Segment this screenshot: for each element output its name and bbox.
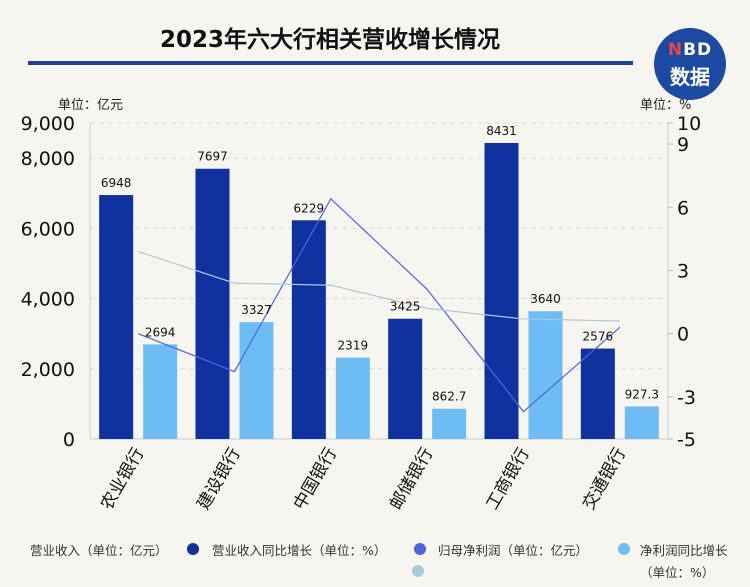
legend-marker-net-profit-growth (412, 563, 424, 578)
bar-value-label: 2576 (583, 330, 614, 344)
legend-marker-revenue (187, 541, 199, 556)
bar-value-label: 6948 (101, 176, 132, 190)
legend-item-revenue[interactable]: 营业收入（单位：亿元） (30, 540, 168, 559)
right-tick-label: 0 (677, 324, 689, 346)
left-tick-label: 4,000 (21, 289, 75, 311)
left-tick-label: 6,000 (21, 218, 75, 240)
left-tick-label: 8,000 (21, 148, 75, 170)
bar-value-label: 7697 (197, 150, 228, 164)
bar-value-label: 2319 (338, 339, 369, 353)
left-tick-label: 2,000 (21, 359, 75, 381)
category-labels: 农业银行 建设银行 中国银行 邮储银行 工商银行 交通银行 (97, 445, 630, 514)
bar-value-label: 862.7 (432, 390, 466, 404)
bar-value-label: 8431 (486, 124, 517, 138)
right-tick-label: -5 (677, 429, 696, 451)
bar-value-label: 6229 (294, 201, 325, 215)
right-y-axis: -5 -3 0 3 6 910 (667, 113, 701, 451)
net-profit-bar (624, 406, 659, 439)
bar-value-label: 927.3 (625, 387, 659, 401)
logo-top: NBD (667, 40, 713, 60)
category-label: 建设银行 (194, 445, 245, 514)
bars (99, 142, 659, 440)
legend-label: 净利润同比增长（单位：%） (640, 543, 728, 580)
bar-value-label: 3327 (241, 303, 272, 317)
legend-label: 归母净利润（单位：亿元） (438, 543, 589, 558)
left-axis-unit: 单位：亿元 (58, 98, 124, 113)
lines (137, 197, 621, 413)
right-tick-label: -3 (677, 387, 696, 409)
revenue-bar (484, 142, 519, 440)
chart-title: 2023年六大行相关营收增长情况 (159, 27, 500, 53)
revenue-bar (195, 168, 230, 440)
category-label: 交通银行 (579, 445, 630, 514)
revenue-bar (99, 195, 134, 439)
bar-value-label: 2694 (145, 325, 176, 339)
left-tick-label: 9,000 (21, 113, 75, 135)
net-profit-bar (335, 357, 370, 439)
net-profit-bar (432, 408, 467, 439)
logo-bottom: 数据 (670, 65, 710, 89)
revenue-bar (388, 318, 423, 439)
right-axis-unit: 单位：% (640, 98, 692, 113)
legend-item-revenue-growth[interactable]: 营业收入同比增长（单位：%） (212, 540, 386, 559)
right-tick-label: 6 (677, 197, 689, 219)
value-labels: 6948 2694 7697 3327 6229 2319 3425 862.7 8431 364… (101, 124, 659, 404)
nbd-logo: NBD 数据 (654, 28, 726, 100)
category-label: 工商银行 (483, 445, 534, 514)
legend-label: 营业收入同比增长（单位：%） (212, 543, 387, 558)
gridlines (90, 122, 668, 370)
legend-marker-revenue-growth (414, 541, 426, 556)
revenue-growth-line (137, 197, 621, 413)
combo-chart: 0 2,000 4,000 6,000 8,000 9,000 -5 -3 0 3 6 910 69… (21, 113, 702, 514)
net-profit-bar (528, 311, 563, 439)
category-label: 邮储银行 (386, 445, 437, 514)
bar-value-label: 3640 (530, 292, 561, 306)
category-label: 农业银行 (97, 445, 148, 514)
left-y-axis: 0 2,000 4,000 6,000 8,000 9,000 (21, 113, 668, 451)
category-label: 中国银行 (290, 445, 341, 514)
net-profit-bar (239, 322, 274, 439)
revenue-bar (580, 348, 615, 439)
net-profit-bar (143, 344, 178, 439)
legend-item-net-profit[interactable]: 归母净利润（单位：亿元） (438, 540, 588, 559)
right-tick-label: 3 (677, 260, 689, 282)
legend-marker-net-profit (618, 541, 630, 556)
right-tick-label: 9 (677, 134, 689, 156)
bar-value-label: 3425 (390, 300, 421, 314)
revenue-bar (291, 220, 326, 439)
title-rule (28, 61, 633, 65)
left-tick-label: 0 (63, 429, 75, 451)
legend-label: 营业收入（单位：亿元） (30, 543, 168, 558)
net-profit-growth-line (137, 250, 620, 322)
right-tick-label: 10 (677, 113, 701, 135)
legend-item-net-profit-growth[interactable]: 净利润同比增长（单位：%） (640, 540, 748, 584)
